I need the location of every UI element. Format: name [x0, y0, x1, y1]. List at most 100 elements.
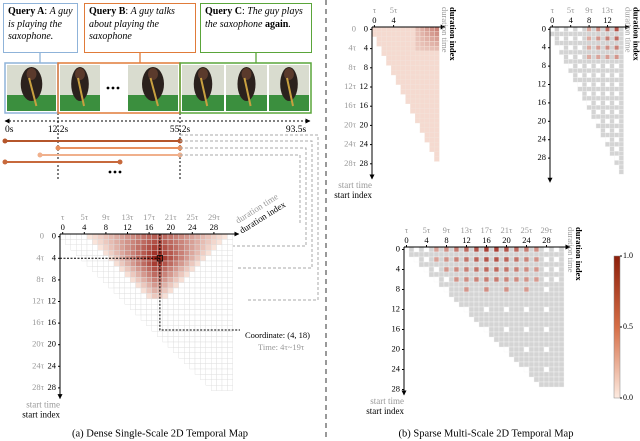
map-cell [518, 256, 525, 263]
map-cell [543, 256, 550, 263]
map-cell [429, 55, 435, 61]
y-time-label: 4τ [348, 43, 356, 53]
map-cell [493, 256, 500, 263]
map-cell [553, 256, 560, 263]
map-cell [415, 108, 421, 114]
map-cell [189, 331, 196, 337]
map-cell [595, 100, 601, 106]
map-cell [395, 69, 402, 76]
map-cell [538, 336, 545, 343]
map-cell [605, 109, 611, 115]
map-cell [618, 100, 624, 106]
map-cell [167, 255, 174, 262]
map-cell [582, 68, 588, 74]
map-cell [167, 341, 174, 348]
map-cell [518, 281, 525, 288]
map-cell [600, 81, 606, 87]
map-cell [386, 55, 392, 61]
map-cell [167, 298, 174, 305]
annotation: Coordinate: (4, 18) [245, 330, 310, 340]
map-cell [553, 316, 560, 323]
map-cell [508, 306, 515, 313]
video-frame-bg [226, 95, 267, 111]
map-cell [533, 331, 540, 338]
map-cell [558, 366, 565, 373]
map-cell [591, 63, 597, 69]
y-time-label: 24τ [32, 360, 45, 370]
map-cell [167, 336, 174, 343]
x-time-label: 5τ [567, 5, 575, 15]
map-cell [600, 100, 606, 106]
map-cell [538, 261, 545, 268]
map-cell [548, 281, 555, 288]
map-cell [124, 239, 131, 245]
map-cell [618, 146, 624, 152]
ellipsis-dot [111, 86, 115, 90]
x-time-label: 9τ [102, 212, 110, 222]
map-cell [216, 379, 223, 386]
map-cell [458, 301, 465, 308]
y-tick-label: 16 [538, 97, 547, 107]
x-tick-label: 24 [188, 222, 197, 232]
map-cell [438, 276, 445, 283]
map-cell [543, 291, 550, 298]
map-cell [183, 298, 190, 305]
query-box: Query C: The guy plays the saxophone aga… [200, 3, 312, 53]
map-cell [600, 72, 606, 78]
map-cell [183, 331, 190, 337]
map-cell [605, 77, 611, 83]
map-cell [434, 146, 440, 153]
map-cell [609, 68, 615, 74]
x-time-label: 29τ [208, 212, 221, 222]
map-cell [503, 346, 510, 353]
map-cell [533, 296, 540, 303]
map-cell [183, 341, 190, 348]
map-cell [458, 251, 465, 258]
map-cell [554, 36, 560, 42]
map-cell [618, 77, 624, 83]
map-cell [434, 50, 440, 57]
map-cell [488, 291, 495, 298]
map-cell [405, 98, 411, 105]
map-cell [483, 261, 490, 268]
map-cell [216, 314, 223, 321]
map-cell [200, 260, 206, 267]
map-cell [518, 326, 525, 333]
map-cell [189, 363, 196, 370]
map-cell [498, 251, 505, 258]
map-cell [543, 331, 550, 338]
map-cell [151, 298, 158, 305]
map-cell [558, 251, 565, 258]
map-cell [200, 266, 206, 272]
map-cell [548, 271, 555, 278]
map-cell [614, 150, 620, 156]
map-cell [146, 293, 152, 299]
map-cell [92, 239, 99, 245]
map-cell [146, 277, 152, 283]
map-cell [533, 376, 540, 383]
map-cell [162, 293, 169, 299]
map-cell [415, 41, 421, 47]
map-cell [86, 260, 93, 267]
map-cell [503, 276, 510, 283]
map-cell [146, 266, 152, 272]
map-cell [558, 341, 565, 348]
map-cell [605, 104, 611, 110]
map-cell [498, 271, 505, 278]
map-cell [591, 114, 597, 120]
map-cell [577, 40, 583, 46]
ellipsis-dot [116, 86, 120, 90]
map-cell [429, 26, 435, 33]
map-cell [586, 45, 592, 51]
map-cell [453, 296, 460, 303]
map-cell [423, 256, 430, 263]
map-cell [429, 127, 435, 133]
map-cell [205, 287, 212, 294]
map-cell [434, 89, 440, 95]
map-cell [595, 26, 601, 32]
map-cell [173, 282, 179, 289]
x-time-label: 21τ [501, 225, 514, 235]
map-cell [533, 346, 540, 353]
map-cell [189, 304, 196, 310]
